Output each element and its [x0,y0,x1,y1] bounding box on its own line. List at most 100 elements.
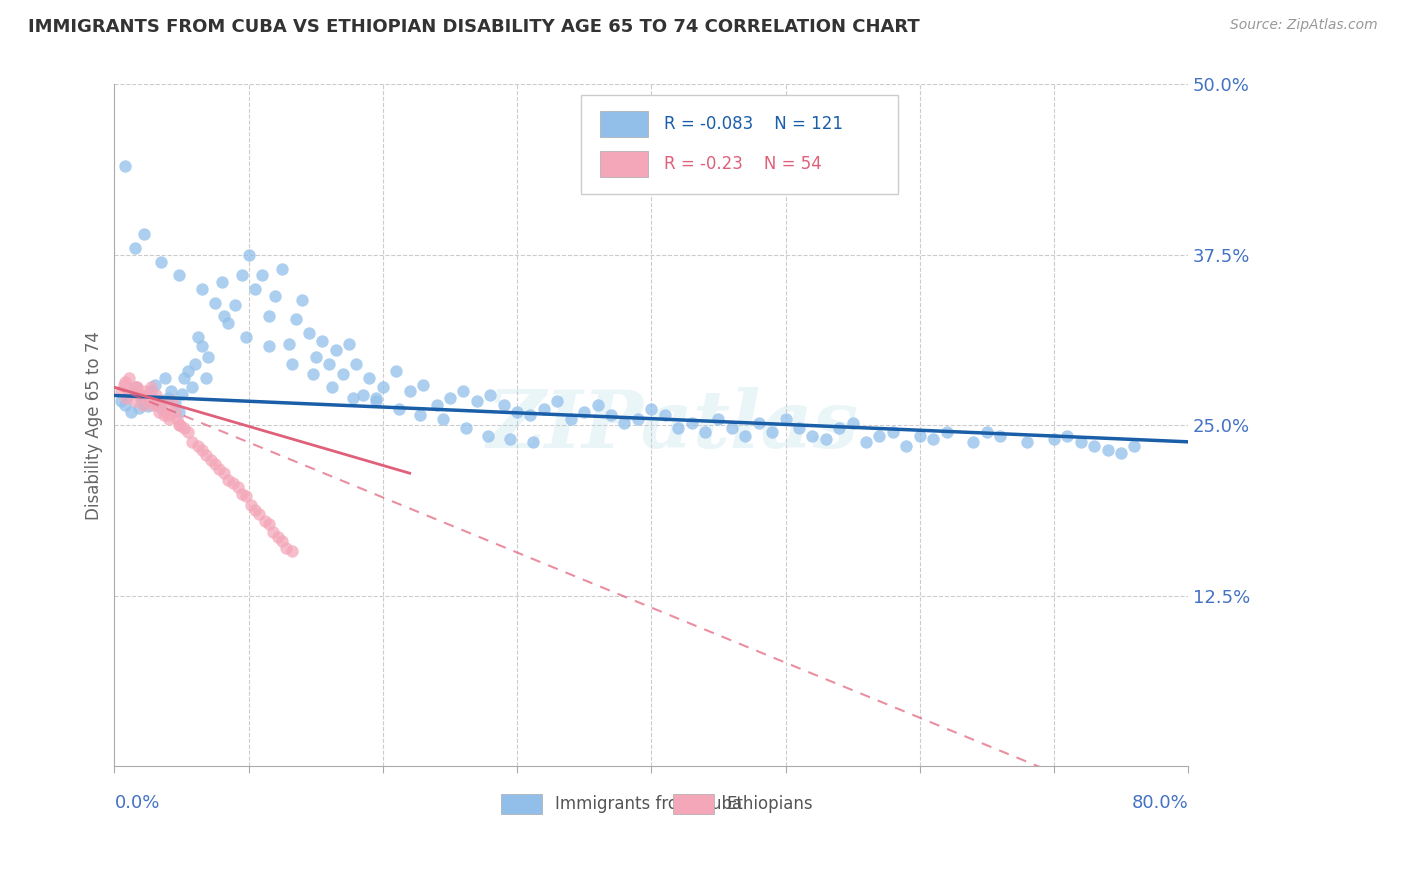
Point [240,498,263,512]
Point [110,384,132,399]
Point [142,398,165,412]
Point [298,326,321,340]
Point [280,357,302,371]
Point [366,393,388,408]
Point [194,370,217,384]
Point [146,393,169,408]
Point [187,439,209,453]
Point [190,282,212,296]
Point [276,541,298,556]
Text: R = -0.23    N = 54: R = -0.23 N = 54 [664,155,823,173]
Point [318,357,340,371]
Point [136,400,159,414]
Point [135,388,157,402]
Point [231,486,253,500]
Point [412,377,434,392]
Point [167,418,190,433]
Point [134,384,156,399]
Point [855,434,877,449]
Point [666,421,689,435]
Point [167,405,190,419]
Point [139,384,162,399]
Point [342,391,364,405]
Point [120,405,142,419]
Point [167,268,190,283]
Point [156,402,179,417]
Text: 0.0%: 0.0% [114,794,160,812]
Point [814,432,837,446]
Point [882,425,904,440]
Point [204,295,226,310]
Text: 80.0%: 80.0% [1132,794,1188,812]
Point [163,405,186,419]
Point [264,289,287,303]
Point [148,405,170,419]
Point [305,351,328,365]
Point [479,388,502,402]
Point [159,411,181,425]
Point [1097,443,1119,458]
FancyBboxPatch shape [600,111,648,136]
Point [211,275,233,289]
Point [125,380,148,394]
Point [114,375,136,389]
Point [302,367,325,381]
Point [325,343,347,358]
Point [173,370,195,384]
Point [533,402,555,417]
Point [896,439,918,453]
Point [115,391,138,405]
Point [197,351,219,365]
Point [775,411,797,425]
Point [112,377,135,392]
Point [153,408,176,422]
Point [200,452,222,467]
Point [257,310,280,324]
Point [654,408,676,422]
Point [187,330,209,344]
Point [262,524,284,539]
Point [117,388,139,402]
Point [114,398,136,412]
Point [453,384,475,399]
Point [962,434,984,449]
Point [908,429,931,443]
Point [284,312,307,326]
Point [129,391,152,405]
Point [157,408,180,422]
Point [170,387,193,401]
Point [139,380,162,394]
Point [204,457,226,471]
Point [235,330,257,344]
Point [506,405,529,419]
Point [118,370,141,384]
Point [1109,446,1132,460]
Point [477,429,499,443]
Point [184,357,207,371]
Point [190,443,212,458]
Point [271,261,294,276]
Point [124,393,146,408]
Text: IMMIGRANTS FROM CUBA VS ETHIOPIAN DISABILITY AGE 65 TO 74 CORRELATION CHART: IMMIGRANTS FROM CUBA VS ETHIOPIAN DISABI… [28,18,920,36]
Point [131,398,153,412]
Point [132,397,155,411]
FancyBboxPatch shape [672,794,714,814]
Point [465,393,488,408]
Point [245,503,267,517]
Point [145,388,167,402]
Point [257,516,280,531]
Point [218,473,240,487]
Point [761,425,783,440]
Point [235,489,257,503]
Point [291,293,314,307]
Point [221,475,243,490]
Point [124,241,146,255]
Point [1083,439,1105,453]
Point [150,401,173,415]
Point [226,480,249,494]
Point [247,507,270,521]
Point [124,380,146,394]
Point [271,534,294,549]
Point [734,429,756,443]
Point [693,425,716,440]
